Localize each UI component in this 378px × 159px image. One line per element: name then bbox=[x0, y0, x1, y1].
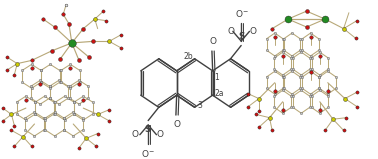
Text: O$^{-}$: O$^{-}$ bbox=[235, 8, 249, 19]
Text: S: S bbox=[144, 125, 151, 134]
Text: O: O bbox=[173, 120, 180, 129]
Text: 2b: 2b bbox=[183, 52, 193, 62]
Text: 2a: 2a bbox=[215, 89, 224, 98]
Text: O: O bbox=[156, 130, 163, 139]
Text: 3: 3 bbox=[197, 101, 202, 110]
Text: O: O bbox=[132, 130, 139, 139]
Text: O$^{-}$: O$^{-}$ bbox=[141, 148, 154, 159]
Text: S: S bbox=[239, 32, 245, 41]
Text: 1: 1 bbox=[214, 73, 219, 82]
Text: O: O bbox=[250, 27, 257, 36]
Text: O: O bbox=[227, 27, 234, 36]
Text: O: O bbox=[209, 37, 216, 46]
